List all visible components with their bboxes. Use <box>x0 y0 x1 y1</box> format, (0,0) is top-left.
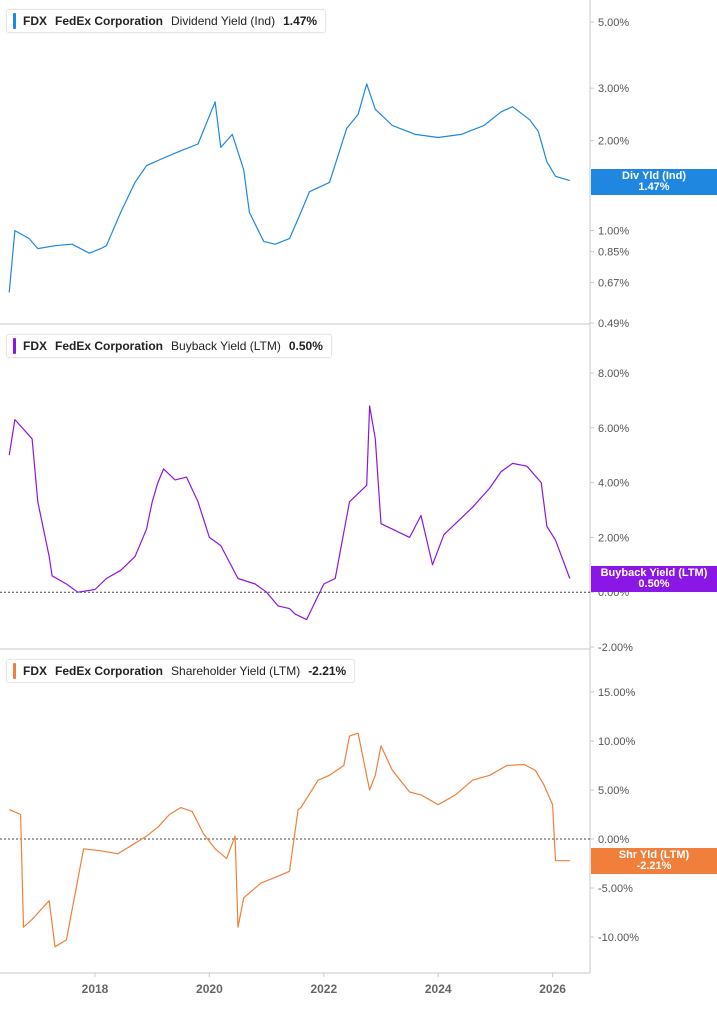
legend-ticker: FDX <box>23 339 47 353</box>
y-tick-label: 8.00% <box>598 368 629 380</box>
y-tick-label: 10.00% <box>598 736 636 748</box>
legend-metric: Buyback Yield (LTM) <box>171 339 281 353</box>
legend-company: FedEx Corporation <box>55 14 164 28</box>
legend-buyback-yield: FDX FedEx Corporation Buyback Yield (LTM… <box>6 334 332 358</box>
y-tick-label: 0.85% <box>598 247 629 259</box>
axes-layer: 5.00% 3.00% 2.00% 1.00% 0.85% 0.67% 0.49% 8.00%… <box>0 0 639 996</box>
y-tick-label: 5.00% <box>598 17 629 29</box>
y-tick-label: 6.00% <box>598 423 629 435</box>
y-tick-label: -5.00% <box>598 883 633 895</box>
y-tick-label: 15.00% <box>598 687 636 699</box>
y-tick-label: 0.00% <box>598 834 629 846</box>
legend-value: 1.47% <box>283 14 318 28</box>
y-tick-label: 2.00% <box>598 136 629 148</box>
y-tick-label: 2.00% <box>598 532 629 544</box>
tag-value: -2.21% <box>636 860 672 872</box>
y-tick-label: 0.49% <box>598 318 629 330</box>
legend-company: FedEx Corporation <box>55 339 164 353</box>
series-line-2 <box>8 732 570 948</box>
x-tick-label: 2024 <box>425 982 452 996</box>
series-layer <box>8 83 571 948</box>
x-tick-label: 2022 <box>310 982 337 996</box>
y-tick-label: -2.00% <box>598 642 633 654</box>
y-tick-label: -10.00% <box>598 932 639 944</box>
x-tick-label: 2026 <box>539 982 566 996</box>
legend-metric: Shareholder Yield (LTM) <box>171 664 301 678</box>
legend-value: 0.50% <box>288 339 323 353</box>
x-tick-label: 2020 <box>196 982 223 996</box>
y-tick-label: 5.00% <box>598 785 629 797</box>
tag-label: Div Yld (Ind) <box>622 170 686 182</box>
tag-value: 0.50% <box>638 578 670 590</box>
legend-color-swatch <box>13 663 16 679</box>
y-tick-label: 4.00% <box>598 478 629 490</box>
legend-color-swatch <box>13 338 16 354</box>
y-tick-label: 3.00% <box>598 83 629 95</box>
legend-company: FedEx Corporation <box>55 664 164 678</box>
y-tick-label: 0.67% <box>598 277 629 289</box>
series-line-1 <box>8 405 571 621</box>
tag-label: Shr Yld (LTM) <box>618 849 690 861</box>
legend-dividend-yield: FDX FedEx Corporation Dividend Yield (In… <box>6 9 327 33</box>
legend-ticker: FDX <box>23 664 47 678</box>
legend-metric: Dividend Yield (Ind) <box>171 14 276 28</box>
tag-value: 1.47% <box>638 181 670 193</box>
tag-label: Buyback Yield (LTM) <box>600 567 708 579</box>
last-value-tag-buyback: Buyback Yield (LTM) 0.50% <box>591 566 717 592</box>
legend-value: -2.21% <box>308 664 347 678</box>
legend-shareholder-yield: FDX FedEx Corporation Shareholder Yield … <box>6 659 356 683</box>
series-line-0 <box>8 83 570 293</box>
last-value-tag-dividend: Div Yld (Ind) 1.47% <box>591 169 717 195</box>
legend-ticker: FDX <box>23 14 47 28</box>
x-tick-label: 2018 <box>82 982 109 996</box>
y-tick-label: 1.00% <box>598 226 629 238</box>
last-value-tag-shareholder: Shr Yld (LTM) -2.21% <box>591 848 717 874</box>
legend-color-swatch <box>13 13 16 29</box>
